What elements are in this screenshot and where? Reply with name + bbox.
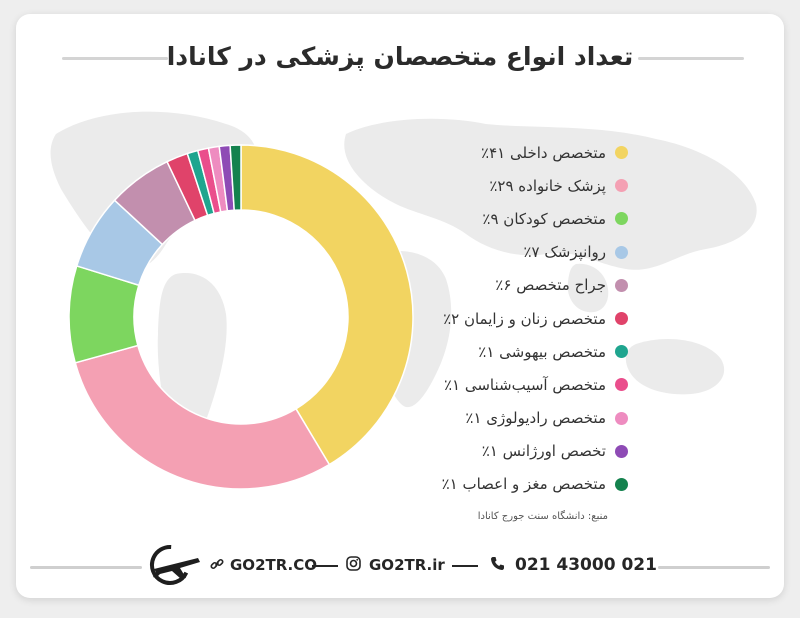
legend-label: متخصص مغز و اعصاب ۱٪	[441, 475, 606, 494]
donut-slice-11	[229, 144, 242, 212]
phone-item[interactable]: 021 43000 021	[490, 552, 657, 578]
legend-swatch	[615, 179, 628, 193]
legend-swatch	[615, 477, 628, 491]
title-left-rule	[62, 57, 168, 60]
legend-item: متخصص کودکان ۹٪	[368, 202, 628, 235]
footer: GO2TR.CO GO2TR.ir 021 43000 021	[16, 544, 784, 585]
legend-item: جراح متخصص ۶٪	[368, 269, 628, 302]
legend-swatch	[615, 345, 628, 359]
legend-label: متخصص آسیب‌شناسی ۱٪	[443, 375, 606, 394]
legend-label: تخصص اورژانس ۱٪	[481, 442, 606, 461]
legend-swatch	[615, 444, 628, 458]
link-icon	[210, 556, 224, 575]
legend-swatch	[615, 245, 628, 259]
legend-item: متخصص مغز و اعصاب ۱٪	[368, 468, 628, 501]
infographic-card: تعداد انواع متخصصان پزشکی در کانادا متخص…	[16, 14, 784, 598]
footer-separator	[312, 565, 338, 567]
instagram-icon	[346, 555, 361, 575]
legend-swatch	[615, 212, 628, 226]
website-item[interactable]: GO2TR.CO	[210, 552, 317, 578]
instagram-label: GO2TR.ir	[369, 556, 445, 574]
footer-right-rule	[658, 566, 770, 569]
donut-chart	[68, 144, 414, 490]
legend-item: متخصص بیهوشی ۱٪	[368, 335, 628, 368]
airplane-logo-icon	[150, 545, 200, 585]
legend-item: متخصص رادیولوژی ۱٪	[368, 402, 628, 435]
legend-item: روانپزشک ۷٪	[368, 236, 628, 269]
phone-label: 021 43000 021	[515, 555, 657, 575]
title-right-rule	[638, 57, 744, 60]
instagram-item[interactable]: GO2TR.ir	[346, 552, 445, 578]
legend-swatch	[615, 146, 628, 160]
phone-icon	[490, 556, 505, 575]
chart-legend: متخصص داخلی ۴۱٪ پزشک خانواده ۲۹٪ متخصص کود…	[368, 136, 628, 501]
legend-swatch	[615, 312, 628, 326]
legend-swatch	[615, 278, 628, 292]
legend-item: متخصص داخلی ۴۱٪	[368, 136, 628, 169]
legend-item: متخصص آسیب‌شناسی ۱٪	[368, 368, 628, 401]
source-note: منبع: دانشگاه سنت جورج کانادا	[477, 511, 608, 522]
website-label: GO2TR.CO	[230, 556, 318, 574]
legend-label: متخصص داخلی ۴۱٪	[481, 143, 606, 162]
legend-label: متخصص بیهوشی ۱٪	[478, 342, 606, 361]
footer-separator	[452, 565, 478, 567]
legend-label: جراح متخصص ۶٪	[495, 276, 606, 295]
legend-item: تخصص اورژانس ۱٪	[368, 435, 628, 468]
legend-label: پزشک خانواده ۲۹٪	[489, 176, 606, 195]
legend-item: پزشک خانواده ۲۹٪	[368, 169, 628, 202]
legend-label: متخصص زنان و زایمان ۲٪	[443, 309, 606, 328]
legend-item: متخصص زنان و زایمان ۲٪	[368, 302, 628, 335]
legend-label: متخصص کودکان ۹٪	[482, 209, 606, 228]
legend-label: روانپزشک ۷٪	[523, 243, 606, 262]
legend-swatch	[615, 378, 628, 392]
chart-title: تعداد انواع متخصصان پزشکی در کانادا	[166, 42, 634, 71]
legend-swatch	[615, 411, 628, 425]
donut-slice-2	[74, 344, 331, 490]
footer-left-rule	[30, 566, 142, 569]
title-row: تعداد انواع متخصصان پزشکی در کانادا	[16, 40, 784, 74]
legend-label: متخصص رادیولوژی ۱٪	[465, 409, 606, 428]
donut-slice-1	[240, 144, 414, 466]
